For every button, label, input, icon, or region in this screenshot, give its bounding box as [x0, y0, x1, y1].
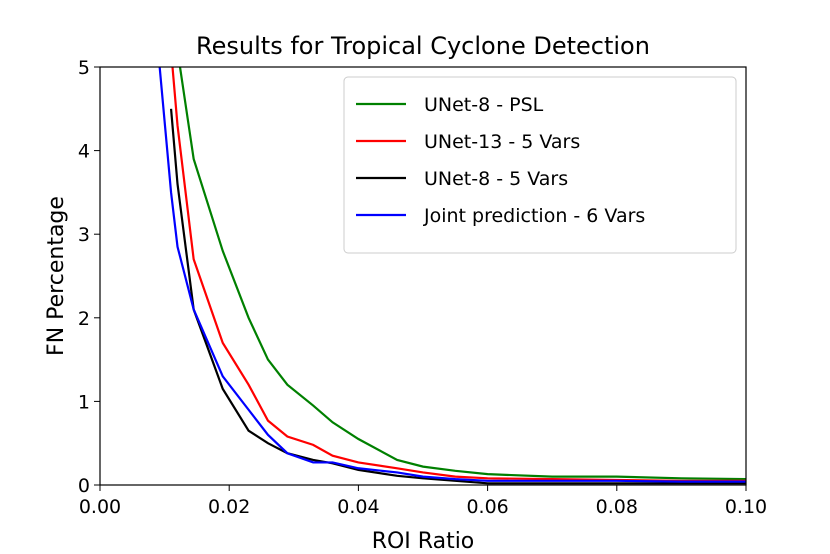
y-tick-label: 3 — [78, 224, 90, 246]
x-tick-label: 0.06 — [466, 496, 508, 518]
series-line — [169, 108, 746, 485]
y-tick-label: 0 — [78, 475, 90, 497]
legend-label: UNet-13 - 5 Vars — [424, 131, 580, 153]
x-tick-label: 0.10 — [725, 496, 767, 518]
x-tick-label: 0.02 — [208, 496, 250, 518]
x-tick-label: 0.00 — [79, 496, 121, 518]
y-tick-label: 1 — [78, 391, 90, 413]
legend-label: Joint prediction - 6 Vars — [423, 205, 645, 227]
legend-box — [343, 76, 737, 254]
plot-frame — [99, 66, 747, 486]
series-line — [158, 67, 746, 483]
x-tick-label: 0.04 — [337, 496, 379, 518]
series-line — [178, 67, 746, 481]
legend-label: UNet-8 - 5 Vars — [424, 168, 568, 190]
y-tick-label: 4 — [78, 141, 90, 163]
x-axis-label: ROI Ratio — [372, 529, 475, 554]
y-axis-label: FN Percentage — [44, 196, 69, 356]
series-line — [171, 67, 746, 482]
x-tick-label: 0.08 — [596, 496, 638, 518]
y-tick-label: 2 — [78, 308, 90, 330]
plot-lines — [158, 67, 746, 485]
y-tick-label: 5 — [78, 57, 90, 79]
chart-title: Results for Tropical Cyclone Detection — [196, 32, 650, 60]
legend-label: UNet-8 - PSL — [424, 94, 544, 116]
